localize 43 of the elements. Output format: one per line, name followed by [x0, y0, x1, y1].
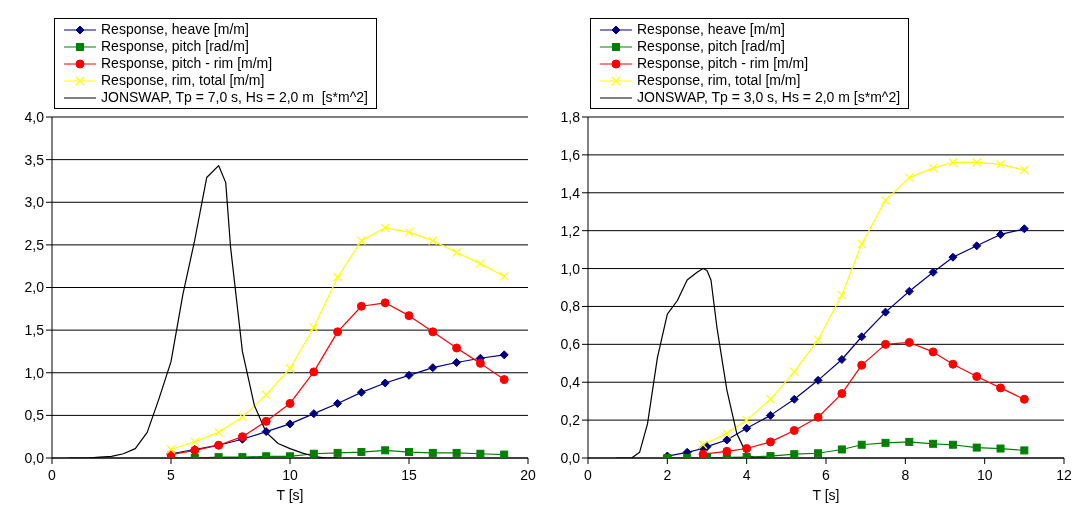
legend-label: Response, pitch [rad/m]	[637, 38, 785, 55]
y-tick-label: 1,5	[24, 322, 45, 339]
y-tick-label: 1,2	[560, 222, 581, 239]
y-tick-label: 0,0	[560, 449, 581, 466]
y-tick-label: 2,0	[24, 279, 45, 296]
y-tick-label: 2,5	[24, 236, 45, 253]
y-tick-label: 1,8	[560, 108, 581, 125]
y-tick-label: 1,0	[560, 260, 581, 277]
y-tick-label: 0,8	[560, 298, 581, 315]
y-tick-label: 1,0	[24, 364, 45, 381]
y-tick-label: 0,0	[24, 449, 45, 466]
y-tick-label: 0,5	[24, 407, 45, 424]
x-tick-label: 2	[663, 467, 672, 483]
legend-label: JONSWAP, Tp = 7,0 s, Hs = 2,0 m [s*m^2]	[101, 89, 368, 106]
y-tick-label: 4,0	[24, 108, 45, 125]
x-tick-label: 4	[742, 467, 751, 483]
y-tick-label: 0,4	[560, 374, 581, 391]
y-tick-label: 0,2	[560, 412, 581, 429]
x-axis-title: T [s]	[276, 487, 304, 503]
legend-label: Response, pitch - rim [m/m]	[101, 55, 273, 72]
x-axis-title: T [s]	[812, 487, 840, 503]
legend-label: Response, rim, total [m/m]	[637, 72, 801, 89]
legend-label: Response, heave [m/m]	[637, 21, 785, 38]
legend-label: Response, pitch [rad/m]	[101, 38, 249, 55]
legend-label: Response, rim, total [m/m]	[101, 72, 265, 89]
y-tick-label: 3,5	[24, 151, 45, 168]
legend-label: Response, pitch - rim [m/m]	[637, 55, 809, 72]
y-tick-label: 1,6	[560, 146, 581, 163]
legend-label: Response, heave [m/m]	[101, 21, 249, 38]
x-tick-label: 6	[822, 467, 831, 483]
x-tick-label: 20	[520, 467, 536, 483]
legend-label: JONSWAP, Tp = 3,0 s, Hs = 2,0 m [s*m^2]	[637, 89, 901, 106]
x-tick-label: 0	[584, 467, 593, 483]
x-tick-label: 0	[48, 467, 57, 483]
x-tick-label: 5	[167, 467, 176, 483]
y-tick-label: 3,0	[24, 194, 45, 211]
y-tick-label: 1,4	[560, 184, 581, 201]
x-tick-label: 8	[901, 467, 910, 483]
x-tick-label: 10	[282, 467, 298, 483]
x-tick-label: 15	[401, 467, 417, 483]
x-tick-label: 12	[1056, 467, 1072, 483]
x-tick-label: 10	[976, 467, 993, 483]
y-tick-label: 0,6	[560, 336, 581, 353]
